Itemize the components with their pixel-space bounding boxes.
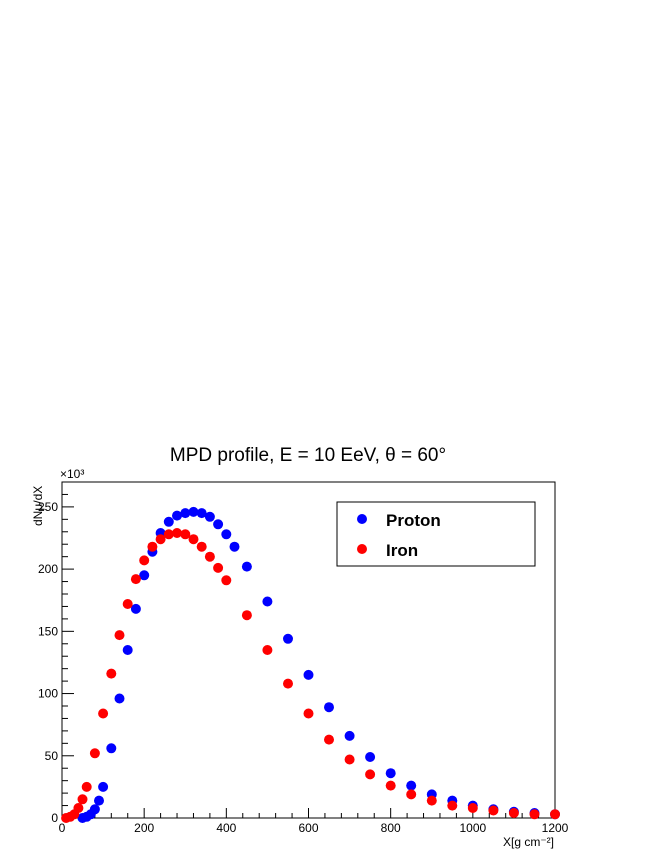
data-point-iron — [130, 574, 141, 585]
data-point-iron — [172, 528, 182, 538]
x-tick-label: 0 — [59, 821, 66, 835]
data-point-iron — [365, 769, 376, 780]
data-point-proton — [163, 516, 174, 527]
data-point-proton — [172, 510, 182, 521]
data-point-proton — [365, 752, 376, 762]
data-point-iron — [213, 562, 224, 573]
data-point-iron — [81, 781, 92, 792]
data-point-iron — [406, 789, 417, 800]
y-axis-title: dNμ/dX — [31, 486, 45, 526]
data-point-iron — [114, 630, 125, 641]
series-layer — [61, 506, 560, 823]
data-point-proton — [106, 743, 117, 754]
legend-label-proton: Proton — [386, 511, 441, 530]
data-point-proton — [262, 596, 273, 607]
data-point-iron — [426, 795, 437, 806]
data-point-iron — [467, 803, 478, 813]
data-point-proton — [283, 633, 293, 644]
data-point-proton — [406, 780, 417, 791]
data-point-iron — [89, 748, 100, 759]
chart-title: MPD profile, E = 10 EeV, θ = 60° — [170, 445, 446, 466]
x-tick-label: 800 — [381, 821, 401, 835]
data-point-iron — [488, 805, 499, 816]
data-point-proton — [94, 795, 104, 806]
data-point-iron — [550, 809, 560, 820]
data-point-iron — [344, 754, 355, 765]
y-tick-label: 50 — [45, 749, 59, 763]
x-tick-label: 600 — [298, 821, 318, 835]
data-point-proton — [114, 693, 125, 704]
legend: Proton Iron — [336, 501, 536, 567]
y-tick-label: 200 — [38, 562, 58, 576]
y-tick-label: 100 — [38, 687, 58, 701]
y-tick-label: 150 — [38, 624, 58, 638]
data-point-iron — [106, 668, 117, 679]
data-point-iron — [508, 808, 519, 818]
y-axis: 0 50 100 150 200 250 — [38, 493, 74, 825]
legend-label-iron: Iron — [386, 541, 418, 560]
data-point-iron — [529, 809, 540, 820]
data-point-iron — [163, 529, 174, 540]
x-tick-label: 1200 — [542, 821, 569, 835]
data-point-iron — [262, 645, 273, 655]
data-point-iron — [283, 678, 293, 689]
data-point-iron — [77, 794, 88, 805]
data-point-proton — [213, 519, 224, 530]
data-point-proton — [324, 702, 334, 713]
y-tick-label: 0 — [51, 811, 58, 825]
data-point-proton — [303, 669, 314, 680]
data-point-iron — [324, 734, 334, 745]
data-point-iron — [98, 708, 109, 719]
data-point-proton — [122, 645, 133, 655]
data-point-iron — [188, 534, 199, 545]
data-point-iron — [385, 780, 396, 791]
x-tick-label: 1000 — [459, 821, 486, 835]
x-tick-label: 200 — [134, 821, 154, 835]
data-point-proton — [98, 781, 109, 792]
data-point-iron — [204, 551, 215, 562]
y-multiplier: ×10³ — [60, 467, 84, 481]
legend-box — [336, 501, 536, 567]
data-point-proton — [89, 804, 100, 815]
data-point-proton — [385, 768, 396, 779]
y-tick-label: 250 — [38, 500, 58, 514]
x-axis-title: X[g cm⁻²] — [503, 835, 554, 849]
data-point-iron — [447, 800, 458, 811]
legend-marker-iron — [357, 544, 367, 554]
data-point-iron — [147, 541, 158, 552]
data-point-proton — [221, 529, 232, 540]
data-point-proton — [229, 541, 240, 552]
x-tick-label: 400 — [216, 821, 236, 835]
data-point-proton — [130, 603, 141, 614]
data-point-iron — [155, 534, 166, 545]
data-point-proton — [241, 561, 252, 572]
series-iron — [61, 528, 560, 823]
data-point-proton — [204, 511, 215, 522]
data-point-iron — [139, 555, 150, 566]
data-point-proton — [188, 506, 199, 517]
data-point-iron — [73, 803, 84, 813]
data-point-iron — [196, 541, 207, 552]
data-point-iron — [241, 610, 252, 621]
data-point-proton — [180, 508, 191, 519]
data-point-proton — [139, 570, 150, 581]
data-point-proton — [196, 508, 207, 519]
legend-marker-proton — [357, 514, 367, 524]
data-point-iron — [180, 529, 191, 540]
data-point-iron — [303, 708, 314, 719]
data-point-iron — [221, 575, 232, 586]
data-point-iron — [122, 599, 133, 609]
data-point-proton — [344, 730, 355, 741]
